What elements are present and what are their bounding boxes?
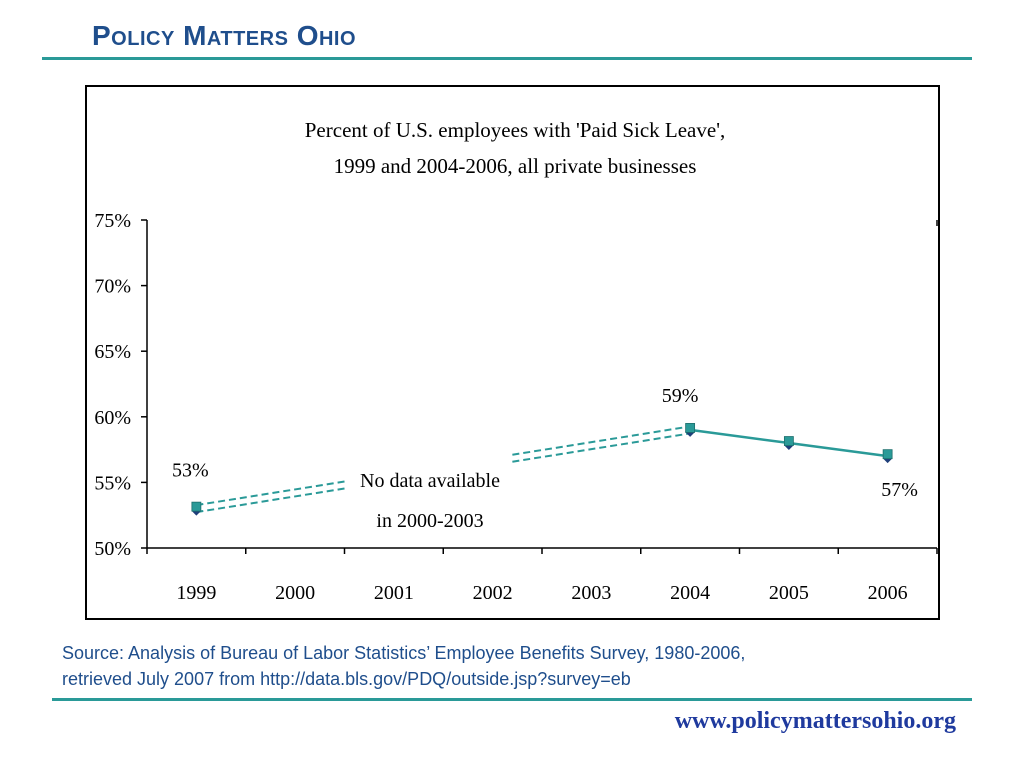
data-label: 53% — [172, 460, 209, 482]
footer-url: www.policymattersohio.org — [674, 708, 956, 734]
y-tick-label: 70% — [94, 276, 131, 298]
annotation-line-2: in 2000-2003 — [376, 510, 483, 532]
data-label: 57% — [881, 479, 918, 501]
gap-connector-left — [196, 487, 345, 514]
gap-connector-right — [512, 425, 691, 456]
source-line-2: retrieved July 2007 from http://data.bls… — [62, 669, 631, 689]
y-tick-label: 75% — [94, 210, 131, 232]
data-point-square — [783, 436, 794, 446]
axes-layer: 50% 55% 60% 65% 70% 75% 1999 2000 2001 2002 2003 20… — [94, 210, 938, 604]
x-tick-label: 2005 — [769, 582, 809, 604]
y-tick-label: 65% — [94, 341, 131, 363]
x-tick-label: 2001 — [374, 582, 414, 604]
x-tick-label: 2004 — [670, 582, 710, 604]
x-tick-label: 2006 — [868, 582, 908, 604]
x-tick-label: 1999 — [176, 582, 216, 604]
x-tick-label: 2000 — [275, 582, 315, 604]
annotation-line-1: No data available — [360, 470, 500, 492]
x-tick-label: 2002 — [473, 582, 513, 604]
data-point-square — [882, 449, 893, 460]
labels-layer: 53% 59% 57% No data available in 2000-2003 — [172, 385, 918, 532]
series-line-segment — [689, 428, 790, 445]
source-line-1: Source: Analysis of Bureau of Labor Stat… — [62, 643, 746, 663]
chart-title-line2: 1999 and 2004-2006, all private business… — [334, 154, 697, 178]
gap-connector-left — [196, 480, 345, 507]
x-tick-label: 2003 — [571, 582, 611, 604]
y-tick-label: 50% — [94, 538, 131, 560]
header-title: Policy Matters Ohio — [92, 20, 357, 51]
data-point-square — [685, 423, 696, 433]
chart-svg: Percent of U.S. employees with 'Paid Sic… — [94, 118, 938, 604]
y-tick-label: 55% — [94, 472, 131, 494]
y-tick-label: 60% — [94, 407, 131, 429]
chart-frame: Percent of U.S. employees with 'Paid Sic… — [85, 85, 940, 620]
source-note: Source: Analysis of Bureau of Labor Stat… — [62, 640, 962, 692]
data-point-square — [191, 501, 202, 512]
marks-layer — [191, 423, 893, 516]
gap-connector-right — [512, 432, 691, 463]
data-label: 59% — [662, 385, 699, 407]
bottom-divider — [52, 698, 972, 701]
chart-title-line1: Percent of U.S. employees with 'Paid Sic… — [305, 118, 725, 142]
series-line-segment — [788, 441, 888, 458]
top-divider — [42, 57, 972, 60]
